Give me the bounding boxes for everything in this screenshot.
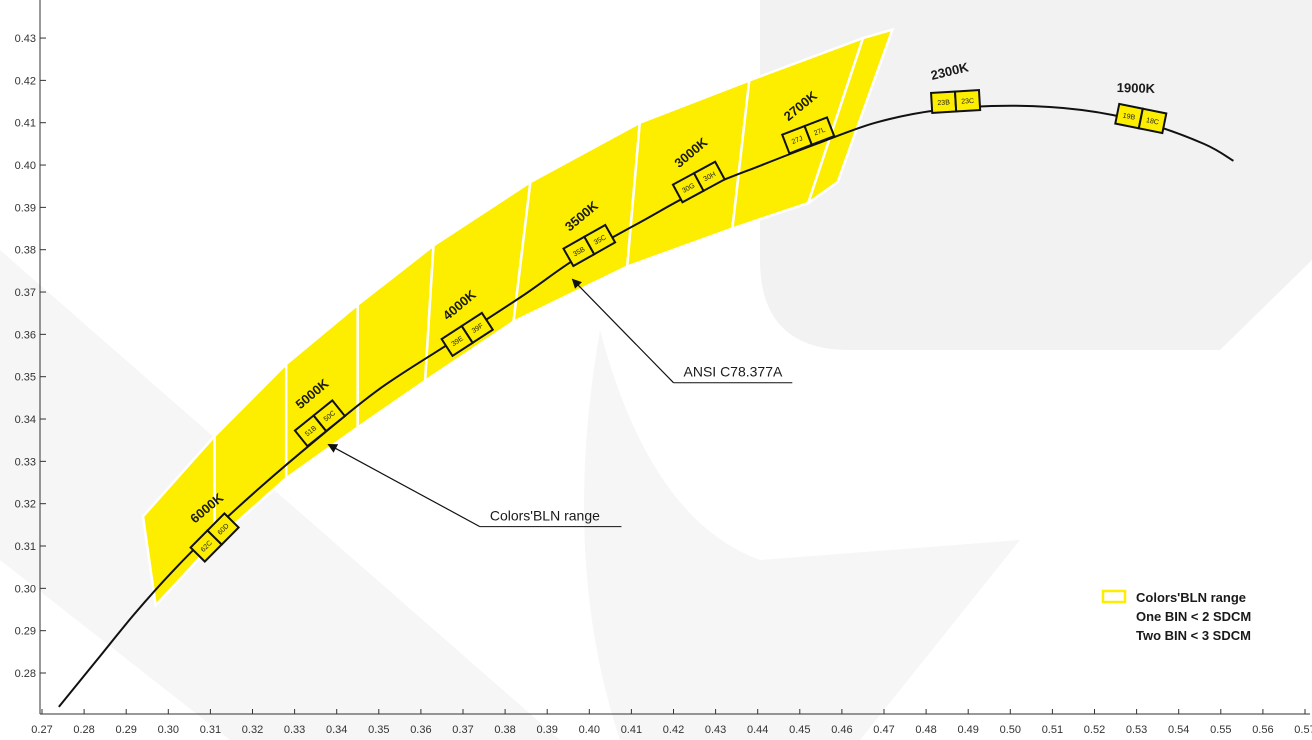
x-tick-label: 0.33 <box>284 724 305 736</box>
watermark-shape <box>584 330 1020 740</box>
bin-box: 23B 23C <box>929 89 982 114</box>
x-tick-label: 0.31 <box>200 724 221 736</box>
ansi-quadrangle <box>423 179 532 384</box>
bin-cell <box>953 89 982 113</box>
x-tick-label: 0.30 <box>158 724 179 736</box>
annotation-text: ANSI C78.377A <box>684 364 783 380</box>
y-tick-label: 0.39 <box>15 202 36 214</box>
x-tick-label: 0.56 <box>1252 724 1273 736</box>
x-tick-label: 0.47 <box>873 724 894 736</box>
x-tick-label: 0.51 <box>1042 724 1063 736</box>
bin-label: 27L <box>813 127 827 138</box>
bin-label: 27J <box>791 135 804 146</box>
bin-label: 23C <box>961 98 974 106</box>
y-tick-label: 0.37 <box>15 287 36 299</box>
x-tick-label: 0.57 <box>1294 724 1312 736</box>
bin-cell <box>692 160 727 193</box>
y-tick-label: 0.31 <box>15 541 36 553</box>
bin-cell <box>1137 107 1168 135</box>
x-tick-label: 0.42 <box>663 724 684 736</box>
y-tick-label: 0.30 <box>15 583 36 595</box>
ansi-quadrangle <box>805 27 895 207</box>
x-tick-label: 0.32 <box>242 724 263 736</box>
bin-cell <box>312 399 347 433</box>
legend-swatch <box>1101 589 1127 604</box>
legend: Colors'BLN range One BIN < 2 SDCM Two BIN … <box>1101 589 1251 643</box>
bin-box: 19B 18C <box>1114 102 1168 135</box>
y-tick-label: 0.33 <box>15 456 36 468</box>
bin-cell <box>206 512 241 546</box>
bin-label: 18C <box>1145 117 1159 126</box>
x-tick-label: 0.27 <box>31 724 52 736</box>
bin-cell <box>803 116 836 147</box>
x-tick-label: 0.28 <box>73 724 94 736</box>
y-tick-label: 0.38 <box>15 245 36 257</box>
x-tick-label: 0.46 <box>831 724 852 736</box>
axes: 0.28 0.29 0.30 0.31 0.32 0.33 0.34 0.35 0.36 0.37… <box>15 0 1312 736</box>
y-tick-label: 0.29 <box>15 626 36 638</box>
bin-label: 23B <box>937 99 950 107</box>
y-tick-label: 0.34 <box>15 414 36 426</box>
y-tick-label: 0.41 <box>15 118 36 130</box>
y-tick-label: 0.40 <box>15 160 36 172</box>
bin-boxes: 62C60D6000K51B50C5000K39E39F4000K35B35C3… <box>187 59 1168 563</box>
annotation-arrow <box>327 443 481 528</box>
x-tick-label: 0.48 <box>915 724 936 736</box>
y-tick-label: 0.28 <box>15 668 36 680</box>
bin-box: 27J 27L <box>780 116 836 155</box>
y-tick-label: 0.35 <box>15 372 36 384</box>
legend-entry: Colors'BLN range <box>1136 590 1246 605</box>
y-tick-label: 0.36 <box>15 329 36 341</box>
x-tick-label: 0.55 <box>1210 724 1231 736</box>
ansi-quadrangle <box>625 78 751 269</box>
y-tick-label: 0.42 <box>15 75 36 87</box>
legend-entry: One BIN < 2 SDCM <box>1136 609 1251 624</box>
legend-entry: Two BIN < 3 SDCM <box>1136 628 1251 643</box>
x-tick-label: 0.43 <box>705 724 726 736</box>
ansi-quadrangles <box>141 27 895 609</box>
x-tick-label: 0.45 <box>789 724 810 736</box>
x-tick-label: 0.40 <box>579 724 600 736</box>
ansi-quadrangle <box>356 242 435 430</box>
bin-cell <box>460 311 495 345</box>
annotations: ANSI C78.377A Colors'BLN range <box>327 278 793 528</box>
watermark-shape <box>0 250 560 740</box>
x-tick-label: 0.44 <box>747 724 768 736</box>
x-tick-label: 0.37 <box>452 724 473 736</box>
y-tick-label: 0.32 <box>15 499 36 511</box>
x-tick-label: 0.54 <box>1168 724 1189 736</box>
x-tick-label: 0.41 <box>621 724 642 736</box>
y-tick-label: 0.43 <box>15 33 36 45</box>
bin-label: 19B <box>1122 112 1136 121</box>
annotation-text: Colors'BLN range <box>490 508 600 524</box>
x-tick-label: 0.52 <box>1084 724 1105 736</box>
watermark-shape <box>570 0 1312 350</box>
cct-label-group: 1900K <box>1117 80 1156 96</box>
x-tick-label: 0.49 <box>957 724 978 736</box>
annotation-arrow <box>571 278 674 384</box>
x-tick-label: 0.29 <box>115 724 136 736</box>
x-tick-label: 0.53 <box>1126 724 1147 736</box>
x-tick-label: 0.35 <box>368 724 389 736</box>
x-tick-label: 0.34 <box>326 724 347 736</box>
x-tick-label: 0.39 <box>536 724 557 736</box>
cct-label: 1900K <box>1117 80 1156 96</box>
bin-cell <box>583 223 617 256</box>
x-tick-label: 0.38 <box>494 724 515 736</box>
x-tick-label: 0.36 <box>410 724 431 736</box>
x-tick-label: 0.50 <box>1000 724 1021 736</box>
